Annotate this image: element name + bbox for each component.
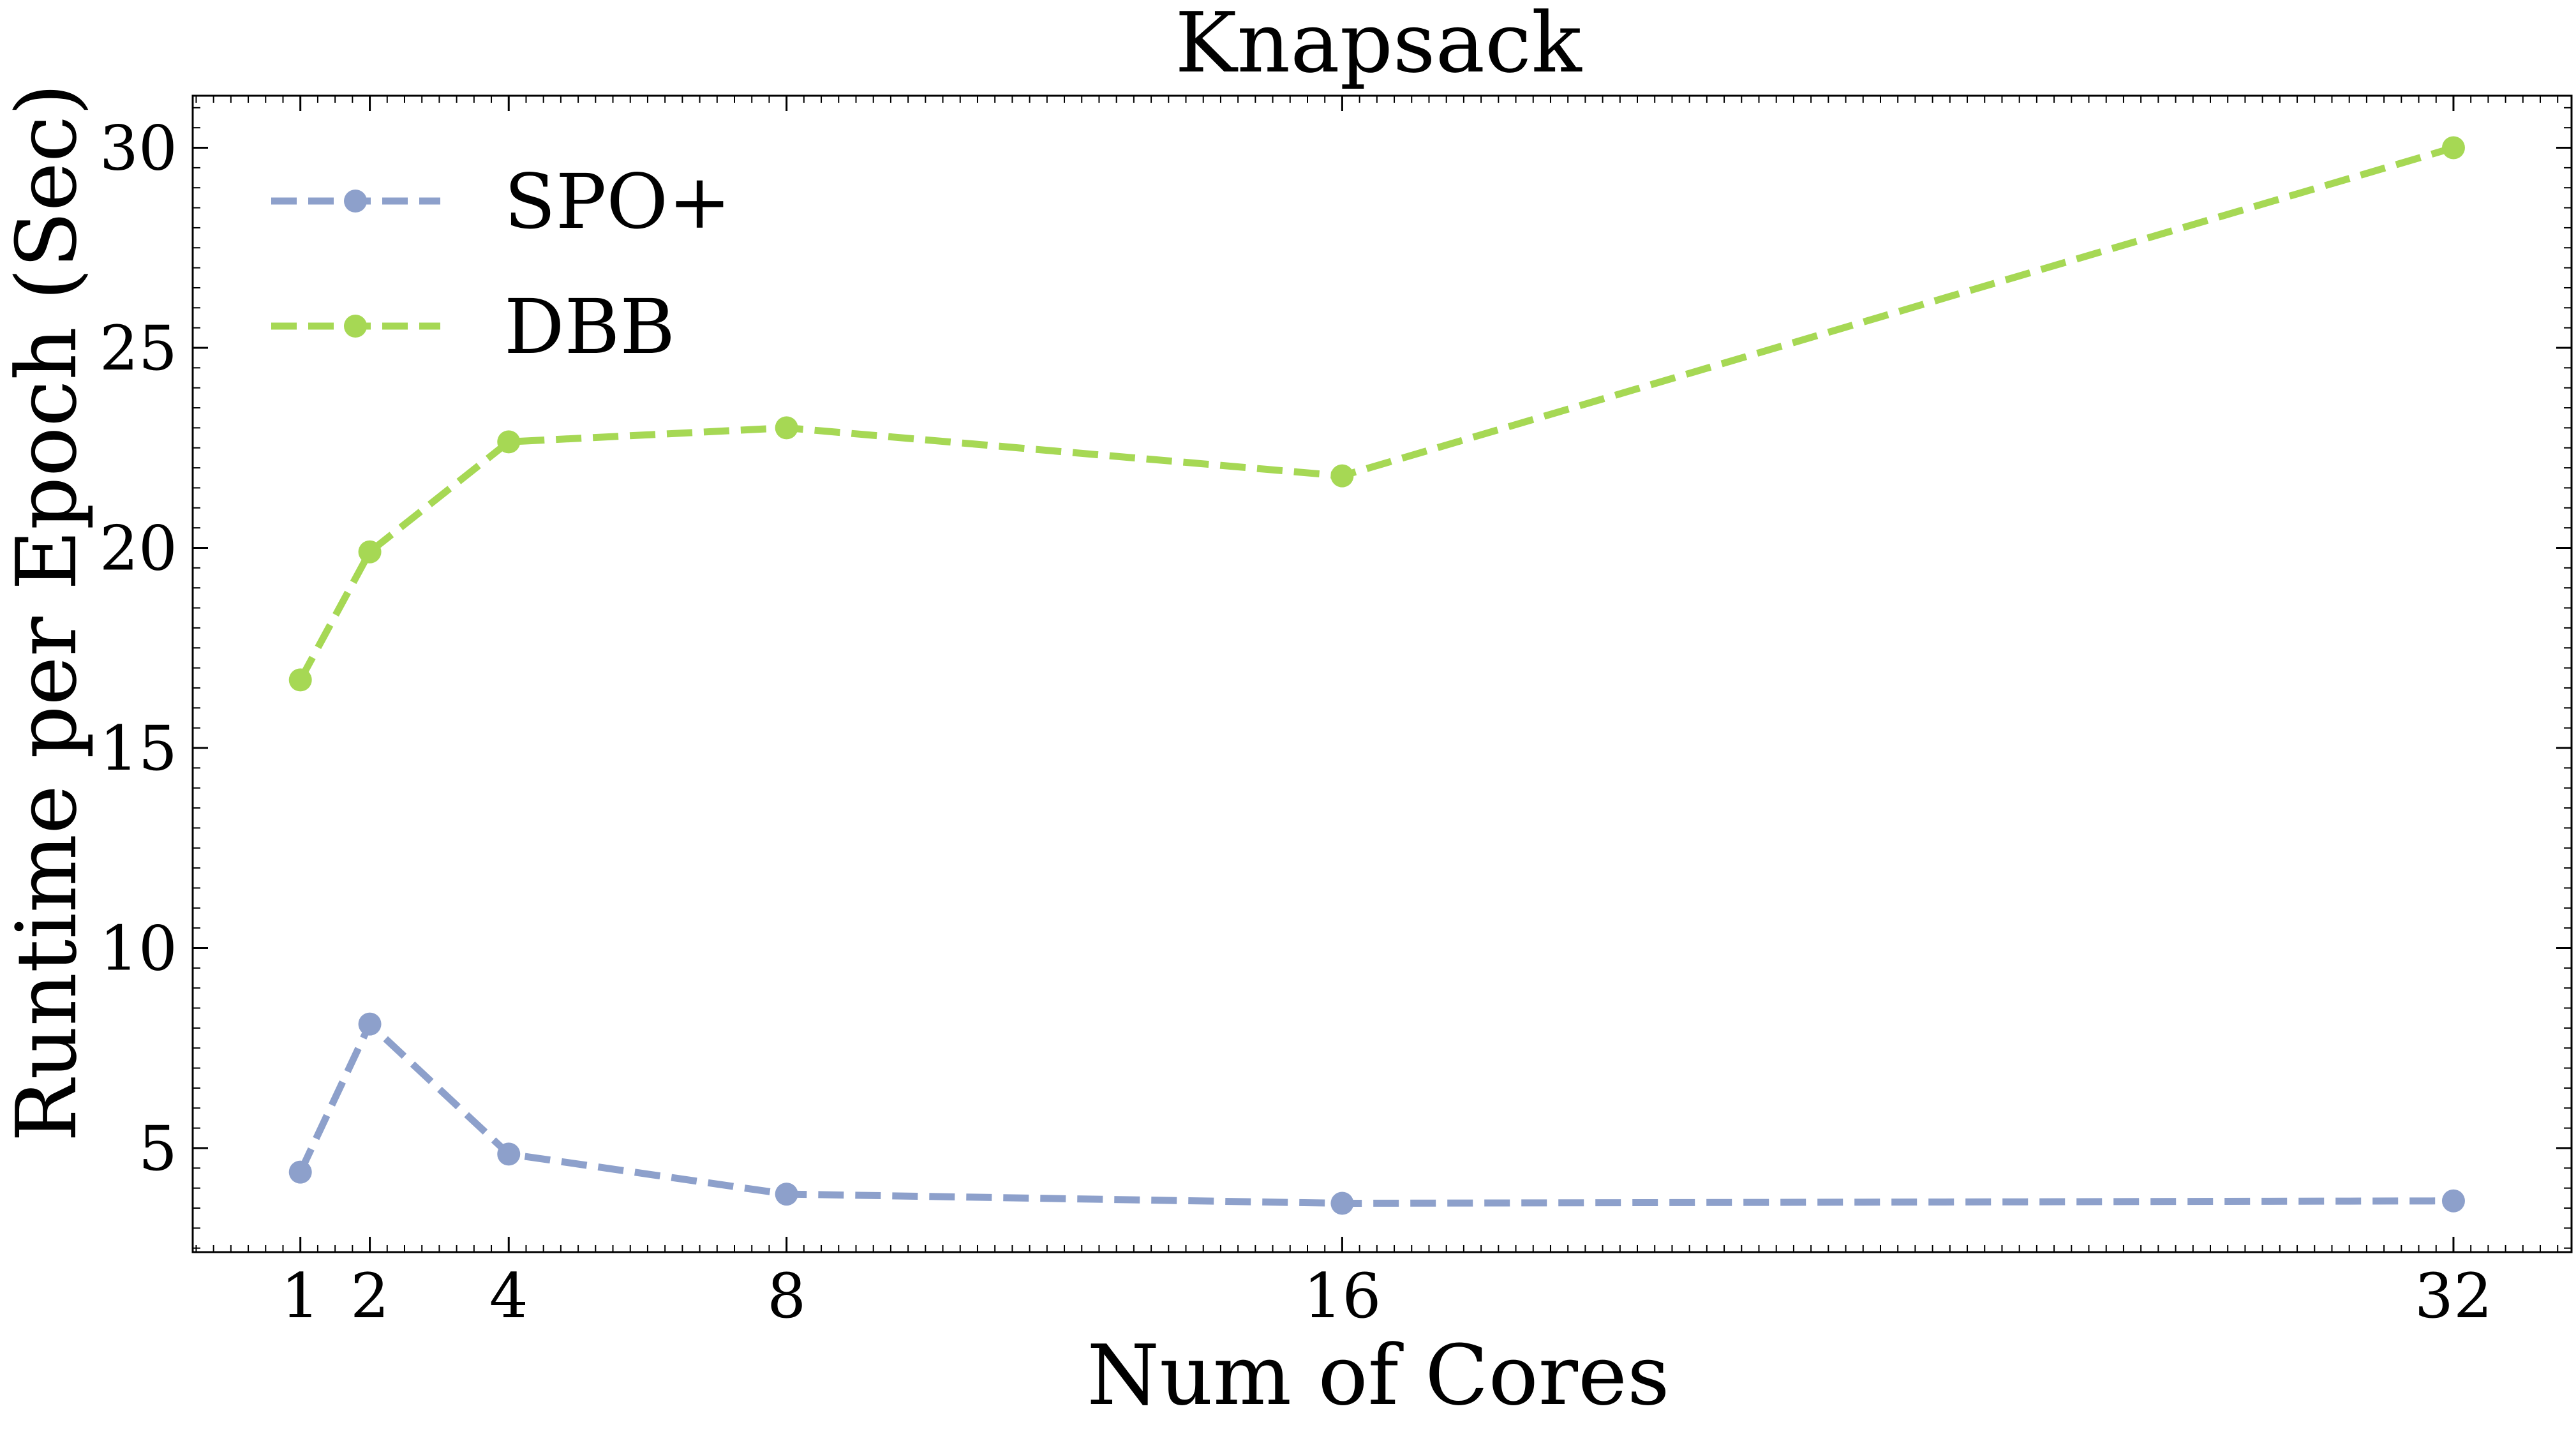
x-tick-label: 32 (2415, 1260, 2492, 1332)
x-tick-label: 8 (767, 1260, 806, 1332)
data-point-dbb (288, 668, 312, 692)
data-point-spo (497, 1142, 521, 1166)
y-tick-label: 20 (100, 512, 177, 584)
data-point-dbb (497, 430, 521, 454)
data-point-spo (358, 1012, 382, 1036)
legend-marker-spo (344, 190, 367, 213)
data-point-spo (1330, 1191, 1354, 1215)
y-tick-label: 30 (100, 113, 177, 184)
legend-marker-dbb (344, 315, 367, 338)
plot-area: 5 10 15 20 25 30 1 2 4 8 16 32 (100, 94, 2573, 1332)
x-axis-title: Num of Cores (1087, 1327, 1669, 1424)
y-axis-title: Runtime per Epoch (Sec) (0, 84, 95, 1142)
x-tick-label: 4 (489, 1260, 528, 1332)
data-point-dbb (2441, 136, 2465, 160)
data-point-dbb (775, 416, 798, 440)
y-tick-label: 10 (100, 913, 177, 984)
y-tick-label: 15 (100, 713, 177, 784)
data-point-spo (288, 1160, 312, 1184)
legend-label-spo: SPO+ (504, 158, 731, 246)
x-tick-label: 16 (1303, 1260, 1381, 1332)
x-tick-label: 2 (350, 1260, 389, 1332)
x-tick-label: 1 (281, 1260, 320, 1332)
plot-frame (191, 94, 2573, 1253)
y-tick-label: 25 (100, 313, 177, 384)
y-tick-label: 5 (138, 1113, 177, 1184)
data-point-dbb (1330, 464, 1354, 488)
chart-title: Knapsack (1175, 0, 1582, 91)
series-line-dbb (297, 144, 2455, 682)
series-line-spo (297, 1020, 2453, 1207)
legend: SPO+ DBB (271, 158, 731, 371)
legend-label-dbb: DBB (504, 283, 675, 371)
data-point-spo (2441, 1189, 2465, 1213)
data-point-spo (775, 1183, 798, 1206)
data-point-dbb (358, 540, 382, 564)
